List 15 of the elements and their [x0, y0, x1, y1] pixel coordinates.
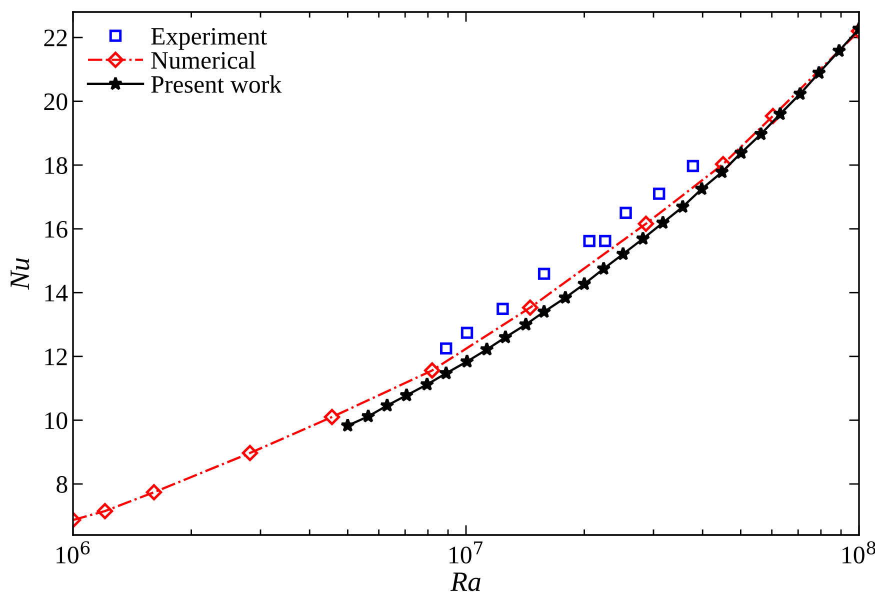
y-tick-label: 12 — [45, 348, 67, 366]
y-tick-label: 20 — [44, 93, 68, 110]
y-tick-label: 10 — [45, 412, 68, 430]
y-tick-label: 18 — [45, 157, 68, 174]
y-axis-title: Nu — [10, 258, 30, 290]
y-tick-label: 16 — [45, 220, 68, 238]
y-tick-label: 22 — [44, 30, 67, 46]
x-axis-title: Ra — [450, 572, 480, 592]
x-tick-label: 10$^{7}$ — [450, 541, 482, 564]
x-tick-label: 10$^{6}$ — [56, 541, 90, 564]
legend-label: Experiment — [151, 28, 267, 50]
legend-label: Numerical — [151, 51, 256, 69]
y-tick-label: 14 — [45, 284, 68, 302]
y-tick-label: 8 — [56, 476, 68, 493]
legend-label: Present work — [151, 75, 282, 93]
